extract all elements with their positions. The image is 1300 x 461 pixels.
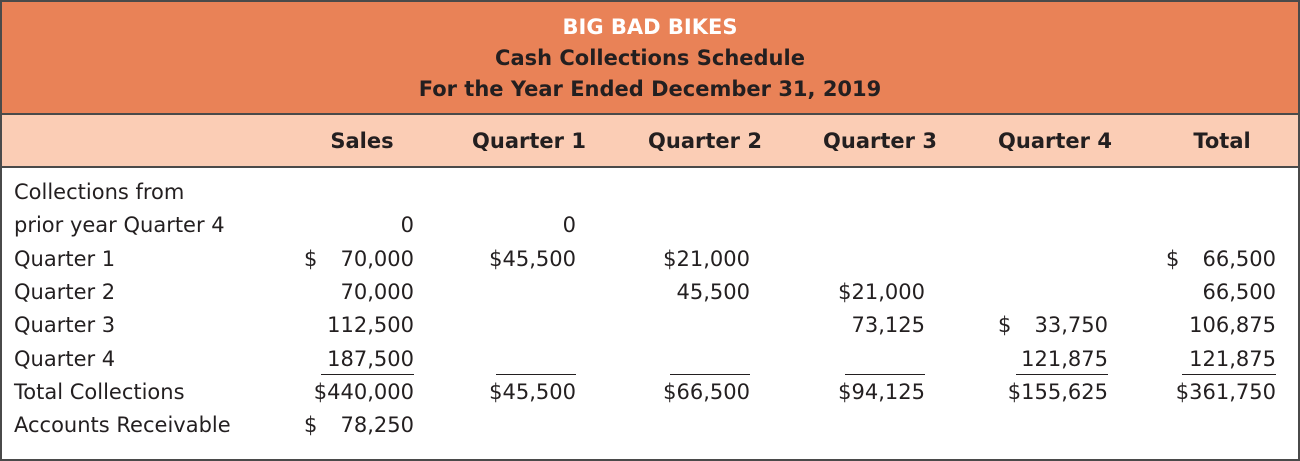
amount: $155,625 [1007,379,1108,404]
row-label: Accounts Receivable [14,413,231,438]
company-name: BIG BAD BIKES [562,15,738,39]
column-header-quarter-3: Quarter 3 [823,129,937,153]
amount: $21,000 [838,279,925,304]
table-cell: $21,000 [815,276,925,309]
table-row: Quarter 3 112,500 73,125 $33,750 106,875 [2,309,1298,342]
table-row: Total Collections $440,000 $45,500 $66,500 $… [2,376,1298,409]
report-period: For the Year Ended December 31, 2019 [418,77,882,101]
table-cell: 0 [304,209,414,242]
amount: $45,500 [489,379,576,404]
currency-symbol: $ [304,246,318,271]
amount: 78,250 [340,413,414,438]
amount: $440,000 [313,379,414,404]
column-header-total: Total [1193,129,1251,153]
currency-symbol: $ [998,313,1012,338]
column-header-quarter-4: Quarter 4 [998,129,1112,153]
row-label: Total Collections [14,379,185,404]
table-cell [466,343,576,376]
table-cell: $45,500 [466,376,576,409]
table-cell: 73,125 [815,309,925,342]
amount: 106,875 [1189,313,1276,338]
row-label: Quarter 2 [14,279,116,304]
row-label: Quarter 3 [14,313,116,338]
amount: 73,125 [851,313,925,338]
subtotal-underline [845,373,925,375]
amount: 112,500 [327,313,414,338]
amount: 0 [400,213,414,238]
amount: 70,000 [340,246,414,271]
amount: 66,500 [1202,279,1276,304]
amount: $66,500 [663,379,750,404]
column-header-row: Sales Quarter 1 Quarter 2 Quarter 3 Quar… [2,115,1298,168]
subtotal-underline [496,373,576,375]
table-cell: $155,625 [998,376,1108,409]
table-cell: 187,500 [304,343,414,376]
amount: $94,125 [838,379,925,404]
table-cell: 66,500 [1166,276,1276,309]
table-cell: 121,875 [998,343,1108,376]
row-label: Quarter 1 [14,246,116,271]
amount: 45,500 [676,279,750,304]
table-cell: 106,875 [1166,309,1276,342]
title-banner: BIG BAD BIKES Cash Collections Schedule … [2,2,1298,115]
row-label: prior year Quarter 4 [14,213,225,238]
table-row: Quarter 1 $70,000 $45,500 $21,000 $66,500 [2,243,1298,276]
table-row: prior year Quarter 4 0 0 [2,209,1298,242]
amount: 70,000 [340,279,414,304]
table-cell: 45,500 [640,276,750,309]
table-cell: $66,500 [640,376,750,409]
subtotal-underline [1182,373,1276,375]
table-cell: $361,750 [1166,376,1276,409]
table-row: Collections from [2,176,1298,209]
amount: 121,875 [1021,346,1108,371]
table-cell: 0 [466,209,576,242]
table-cell: $70,000 [304,243,414,276]
column-header-quarter-2: Quarter 2 [648,129,762,153]
column-header-quarter-1: Quarter 1 [472,129,586,153]
subtotal-underline [1016,373,1108,375]
table-row: Quarter 4 187,500 121,875 121,875 [2,343,1298,376]
subtotal-underline [321,373,414,375]
table-cell: 70,000 [304,276,414,309]
amount: 121,875 [1189,346,1276,371]
amount: $21,000 [663,246,750,271]
table-cell: $33,750 [998,309,1108,342]
amount: 0 [562,213,576,238]
table-cell: 121,875 [1166,343,1276,376]
table-cell [815,343,925,376]
amount: 33,750 [1034,313,1108,338]
report-title: Cash Collections Schedule [495,46,805,70]
column-header-sales: Sales [330,129,394,153]
amount: $361,750 [1175,379,1276,404]
table-row: Accounts Receivable $78,250 [2,409,1298,442]
table-cell: $66,500 [1166,243,1276,276]
table-cell: $45,500 [466,243,576,276]
table-cell: 112,500 [304,309,414,342]
amount: 187,500 [327,346,414,371]
table-cell: $440,000 [304,376,414,409]
row-label: Collections from [14,180,185,204]
currency-symbol: $ [304,413,318,438]
table-cell: $78,250 [304,409,414,442]
table-row: Quarter 2 70,000 45,500 $21,000 66,500 [2,276,1298,309]
table-cell [640,343,750,376]
table-cell: $94,125 [815,376,925,409]
subtotal-underline [670,373,750,375]
amount: 66,500 [1202,246,1276,271]
table-cell: $21,000 [640,243,750,276]
currency-symbol: $ [1166,246,1180,271]
amount: $45,500 [489,246,576,271]
row-label: Quarter 4 [14,346,116,371]
